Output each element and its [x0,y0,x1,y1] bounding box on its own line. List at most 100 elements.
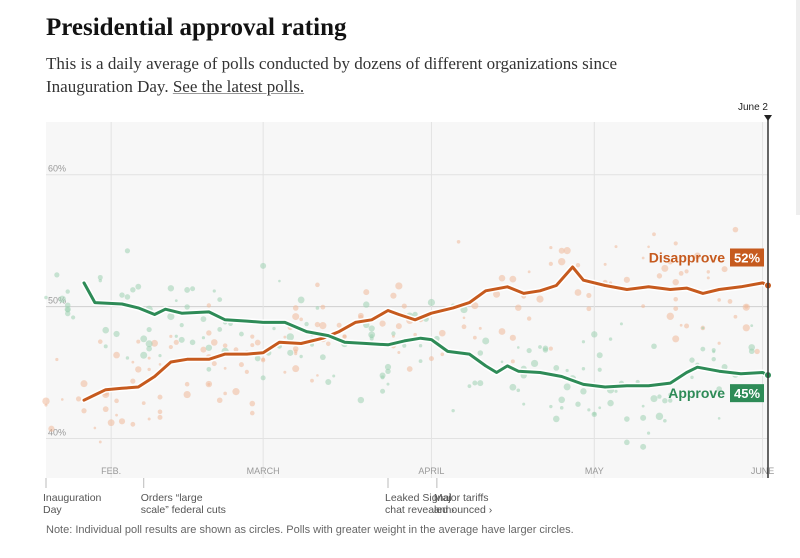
poll-circle [558,247,565,254]
poll-circle [750,324,754,328]
chart-subtitle: This is a daily average of polls conduct… [46,52,646,98]
poll-circle [477,350,484,356]
poll-circle [563,383,571,391]
poll-circle [586,292,592,299]
poll-circle [325,341,331,347]
poll-circle [397,351,401,355]
poll-circle [250,343,255,348]
poll-circle [498,274,506,282]
poll-circle [320,304,326,310]
poll-circle [651,343,657,350]
poll-circle [379,320,386,327]
poll-circle [413,332,417,337]
poll-circle [260,357,266,363]
poll-circle [158,363,162,366]
approve-value-badge [730,384,764,403]
poll-circle [624,416,630,422]
poll-circle [650,395,658,403]
poll-circle [395,323,402,330]
poll-circle [538,345,542,349]
page-edge-scrollbar[interactable] [796,0,800,215]
poll-circle [183,390,191,399]
poll-circle [402,343,407,348]
poll-circle [641,304,646,309]
poll-circle [211,361,217,367]
approve-line [82,281,770,389]
poll-circle [342,334,347,338]
poll-circle [54,272,60,278]
poll-circle [184,304,190,310]
poll-circle [114,398,119,404]
poll-circle [223,391,227,396]
poll-circle [179,323,184,328]
latest-polls-link[interactable]: See the latest polls. [172,77,305,96]
poll-circle [207,382,211,386]
poll-circle [168,344,173,350]
poll-circle [592,412,596,416]
poll-circle [598,406,602,410]
poll-circle [581,367,586,371]
poll-circle [548,261,553,266]
disapprove-value-badge [730,248,764,267]
poll-circle [477,380,484,387]
poll-circle [299,354,303,359]
poll-circle [244,369,249,374]
poll-circle [103,344,108,349]
current-date-marker [764,115,772,121]
poll-circle [292,305,299,311]
poll-circle [98,440,102,444]
poll-circle [401,303,407,309]
poll-circle [97,274,103,280]
poll-circle [147,417,151,421]
poll-circle [553,364,560,371]
poll-circle [145,340,153,348]
poll-circle [283,370,287,374]
poll-circle [65,289,70,294]
poll-circle [472,380,478,386]
poll-circle [440,352,445,357]
poll-circle [223,366,227,370]
poll-circle [559,406,564,410]
poll-circle [125,356,130,360]
poll-circle [363,301,370,308]
poll-circle [233,347,239,353]
poll-circle [438,329,446,337]
poll-circle [548,346,553,351]
poll-circle [174,334,178,338]
poll-circle [319,354,326,361]
poll-circle [641,404,645,408]
poll-circle [283,335,287,339]
poll-circle [380,388,386,394]
poll-circle [272,326,276,331]
approval-chart: 40% 50% 60% FEB. MARCH APRIL MAY JUNE 52% Disappr… [0,100,800,520]
poll-circle [493,290,501,298]
poll-circle [563,247,571,255]
poll-circle [668,398,673,403]
poll-circle [641,256,645,260]
poll-circle [412,311,418,317]
poll-circle [206,303,212,308]
chart-svg: 40% 50% 60% FEB. MARCH APRIL MAY JUNE 52% Disappr… [42,102,774,516]
poll-circle [157,394,163,400]
poll-circle [461,324,467,330]
poll-circle [732,226,739,233]
poll-circle [260,262,267,269]
poll-circle [500,360,504,364]
poll-circle [174,299,178,303]
poll-circle [591,331,598,338]
poll-circle [107,419,115,427]
annotation-text: Leaked Signal [385,492,452,504]
poll-circle [471,302,479,310]
annotation-text: Day [43,504,62,516]
poll-circle [141,401,146,405]
poll-circle [527,270,531,274]
poll-circle [146,326,152,333]
poll-circle [456,240,461,244]
poll-circle [102,326,110,334]
poll-circle [217,297,223,303]
poll-circle [135,366,142,373]
poll-circle [292,365,300,373]
poll-circle [250,334,255,339]
poll-circle [184,381,190,387]
poll-circle [325,379,332,386]
